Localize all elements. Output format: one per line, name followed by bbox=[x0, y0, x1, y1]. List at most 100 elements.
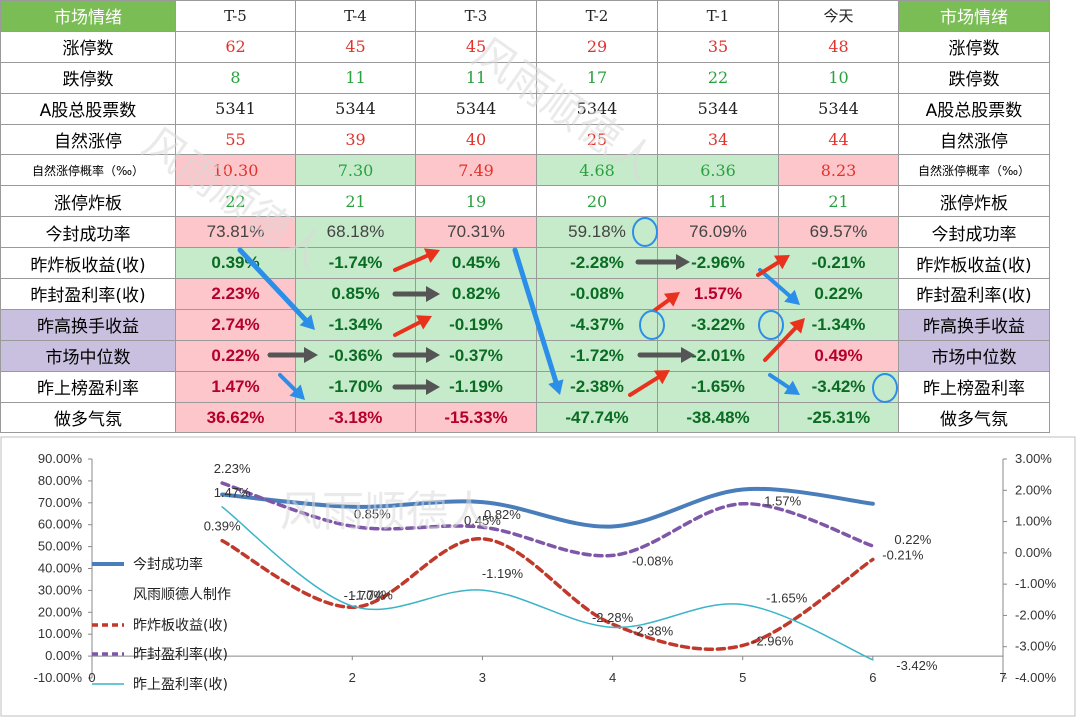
value-cell: 10.30 bbox=[175, 154, 296, 187]
value-cell: 20 bbox=[536, 185, 658, 218]
series-line bbox=[220, 537, 875, 651]
right-tick-label: 0.00% bbox=[1015, 545, 1052, 560]
left-tick-label: 10.00% bbox=[38, 626, 83, 641]
legend-extra-text: 风雨顺德人制作 bbox=[133, 587, 231, 603]
day-header: T-5 bbox=[175, 0, 296, 32]
chart-area: 90.00% 80.00% 70.00% 60.00% 50.00% 40.00% 30.0… bbox=[0, 436, 1076, 717]
series-line bbox=[220, 486, 875, 529]
row-label-right: 昨封盈利率(收) bbox=[898, 278, 1050, 310]
left-tick-label: 30.00% bbox=[38, 582, 83, 597]
value-cell: -2.96% bbox=[657, 247, 779, 280]
left-tick-label: 0.00% bbox=[45, 648, 82, 663]
value-cell: -25.31% bbox=[778, 401, 899, 434]
value-cell: 5341 bbox=[175, 92, 296, 125]
value-cell: 25 bbox=[536, 123, 658, 156]
value-cell: 0.85% bbox=[295, 278, 416, 310]
value-cell: -1.34% bbox=[778, 308, 899, 341]
table-row: 昨高换手收益 2.74% -1.34% -0.19% -4.37% -3.22% -1.34… bbox=[0, 308, 1050, 341]
value-cell: 21 bbox=[778, 185, 899, 218]
table-row: 做多气氛 36.62% -3.18% -15.33% -47.74% -38.48% -25… bbox=[0, 401, 1050, 434]
value-cell: 17 bbox=[536, 61, 658, 94]
value-cell: 0.49% bbox=[778, 339, 899, 372]
row-label-right: 涨停炸板 bbox=[898, 185, 1050, 218]
legend-label: 昨炸板收益(收) bbox=[133, 618, 228, 634]
table-row: A股总股票数 5341 5344 5344 5344 5344 5344 A股总股票数 bbox=[0, 92, 1050, 125]
value-cell: 0.39% bbox=[175, 247, 296, 280]
data-label: -0.08% bbox=[632, 553, 674, 568]
value-cell: 4.68 bbox=[536, 154, 658, 187]
header-row: 市场情绪 T-5 T-4 T-3 T-2 T-1 今天 市场情绪 bbox=[0, 0, 1050, 32]
row-label-right: 今封成功率 bbox=[898, 216, 1050, 249]
x-tick-label: 2 bbox=[349, 670, 356, 685]
value-cell: 55 bbox=[175, 123, 296, 156]
value-cell: 76.09% bbox=[657, 216, 779, 249]
value-cell: -3.22% bbox=[657, 308, 779, 341]
value-cell: 73.81% bbox=[175, 216, 296, 249]
value-cell: -0.21% bbox=[778, 247, 899, 280]
value-cell: -1.72% bbox=[536, 339, 658, 372]
value-cell: 29 bbox=[536, 30, 658, 63]
data-label: -1.65% bbox=[766, 590, 808, 605]
value-cell: 39 bbox=[295, 123, 416, 156]
day-header: T-1 bbox=[657, 0, 779, 32]
value-cell: -15.33% bbox=[415, 401, 537, 434]
table-row: 昨封盈利率(收) 2.23% 0.85% 0.82% -0.08% 1.57% 0.22% 昨… bbox=[0, 278, 1050, 310]
row-label: A股总股票数 bbox=[0, 92, 176, 125]
market-sentiment-table-wrap: 市场情绪 T-5 T-4 T-3 T-2 T-1 今天 市场情绪 涨停数 62 45 45 29 35 48… bbox=[0, 0, 1050, 434]
table-row: 昨上榜盈利率 1.47% -1.70% -1.19% -2.38% -1.65% -3.42… bbox=[0, 370, 1050, 403]
chart-frame bbox=[0, 436, 1076, 717]
legend-label: 昨封盈利率(收) bbox=[133, 646, 228, 663]
left-tick-label: 20.00% bbox=[38, 604, 83, 619]
left-tick-label: 70.00% bbox=[38, 495, 83, 510]
value-cell: 48 bbox=[778, 30, 899, 63]
left-tick-label: 90.00% bbox=[38, 451, 83, 466]
right-tick-label: 2.00% bbox=[1015, 482, 1052, 497]
row-label: 昨上榜盈利率 bbox=[0, 370, 176, 403]
row-label-right: 自然涨停概率（‰） bbox=[898, 154, 1050, 187]
day-header: 今天 bbox=[778, 0, 899, 32]
header-label: 市场情绪 bbox=[0, 0, 176, 32]
x-tick-label: 3 bbox=[479, 670, 486, 685]
data-label: 0.22% bbox=[894, 532, 931, 547]
value-cell: 68.18% bbox=[295, 216, 416, 249]
row-label: 昨炸板收益(收) bbox=[0, 247, 176, 280]
value-cell: 7.49 bbox=[415, 154, 537, 187]
value-cell: 5344 bbox=[778, 92, 899, 125]
value-cell: -3.42% bbox=[778, 370, 899, 403]
value-cell: -38.48% bbox=[657, 401, 779, 434]
data-label: 0.39% bbox=[204, 519, 241, 534]
row-label-right: 涨停数 bbox=[898, 30, 1050, 63]
row-label: 市场中位数 bbox=[0, 339, 176, 372]
row-label: 跌停数 bbox=[0, 61, 176, 94]
value-cell: -1.70% bbox=[295, 370, 416, 403]
value-cell: 44 bbox=[778, 123, 899, 156]
row-label-right: 昨上榜盈利率 bbox=[898, 370, 1050, 403]
watermark-text: 风雨顺德人 bbox=[280, 487, 490, 536]
value-cell: 35 bbox=[657, 30, 779, 63]
value-cell: 0.45% bbox=[415, 247, 537, 280]
table-row: 跌停数 8 11 11 17 22 10 跌停数 bbox=[0, 61, 1050, 94]
value-cell: 19 bbox=[415, 185, 537, 218]
value-cell: 10 bbox=[778, 61, 899, 94]
data-label: -3.42% bbox=[896, 658, 938, 673]
left-tick-label: 60.00% bbox=[38, 517, 83, 532]
data-label: 2.23% bbox=[214, 461, 251, 476]
value-cell: -2.01% bbox=[657, 339, 779, 372]
value-cell: 40 bbox=[415, 123, 537, 156]
data-label: -1.70% bbox=[344, 588, 386, 603]
value-cell: -47.74% bbox=[536, 401, 658, 434]
right-tick-label: 1.00% bbox=[1015, 514, 1052, 529]
value-cell: 62 bbox=[175, 30, 296, 63]
value-cell: 1.57% bbox=[657, 278, 779, 310]
value-cell: -1.74% bbox=[295, 247, 416, 280]
value-cell: -1.19% bbox=[415, 370, 537, 403]
x-tick-label: 7 bbox=[999, 670, 1006, 685]
day-header: T-4 bbox=[295, 0, 416, 32]
series-line bbox=[220, 481, 875, 558]
value-cell: -1.34% bbox=[295, 308, 416, 341]
right-tick-label: -3.00% bbox=[1015, 639, 1057, 654]
market-sentiment-table: 市场情绪 T-5 T-4 T-3 T-2 T-1 今天 市场情绪 涨停数 62 45 45 29 35 48… bbox=[0, 0, 1050, 434]
value-cell: 59.18% bbox=[536, 216, 658, 249]
value-cell: -2.28% bbox=[536, 247, 658, 280]
header-label-right: 市场情绪 bbox=[898, 0, 1050, 32]
